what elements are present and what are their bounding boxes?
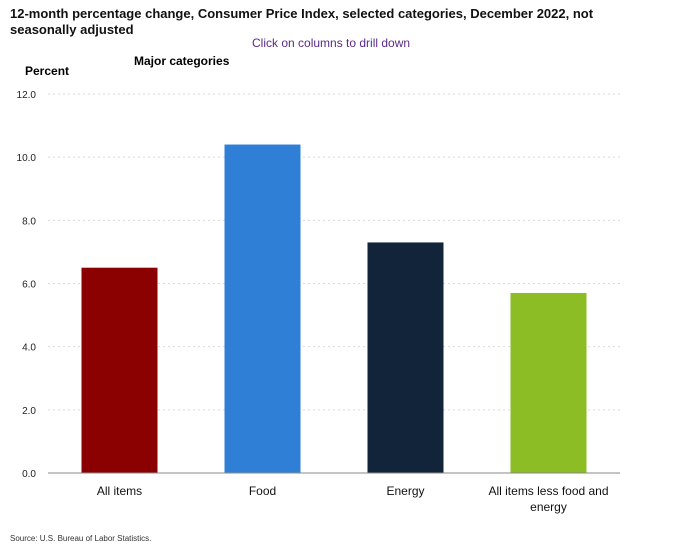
- x-category-label: All items: [97, 484, 142, 498]
- y-tick-label: 12.0: [17, 90, 37, 101]
- chart-title: 12-month percentage change, Consumer Pri…: [10, 6, 594, 37]
- bar-chart: 0.0 2.0 4.0 6.0 8.0 10.0 12.0 All items Food Ene…: [17, 90, 620, 514]
- x-category-label: Energy: [386, 484, 424, 498]
- x-category-label: energy: [530, 500, 567, 514]
- y-tick-label: 4.0: [22, 343, 36, 354]
- x-category-label: All items less food and: [488, 484, 608, 498]
- bar[interactable]: [510, 292, 587, 473]
- bars[interactable]: [81, 144, 587, 474]
- y-tick-label: 0.0: [22, 469, 36, 480]
- y-tick-label: 8.0: [22, 216, 36, 227]
- bar[interactable]: [367, 242, 444, 473]
- y-tick-label: 6.0: [22, 280, 36, 291]
- y-axis-label: Percent: [25, 64, 70, 78]
- y-tick-label: 2.0: [22, 406, 36, 417]
- bar[interactable]: [81, 267, 158, 473]
- x-axis-labels: All items Food Energy All items less food a…: [97, 484, 609, 514]
- y-tick-label: 10.0: [17, 153, 37, 164]
- bar[interactable]: [224, 144, 301, 474]
- drill-down-hint[interactable]: Click on columns to drill down: [252, 36, 411, 50]
- x-category-label: Food: [249, 484, 276, 498]
- source-note: Source: U.S. Bureau of Labor Statistics.: [10, 534, 152, 543]
- y-axis-ticks: 0.0 2.0 4.0 6.0 8.0 10.0 12.0: [17, 90, 37, 480]
- chart-subtitle: Major categories: [134, 54, 230, 68]
